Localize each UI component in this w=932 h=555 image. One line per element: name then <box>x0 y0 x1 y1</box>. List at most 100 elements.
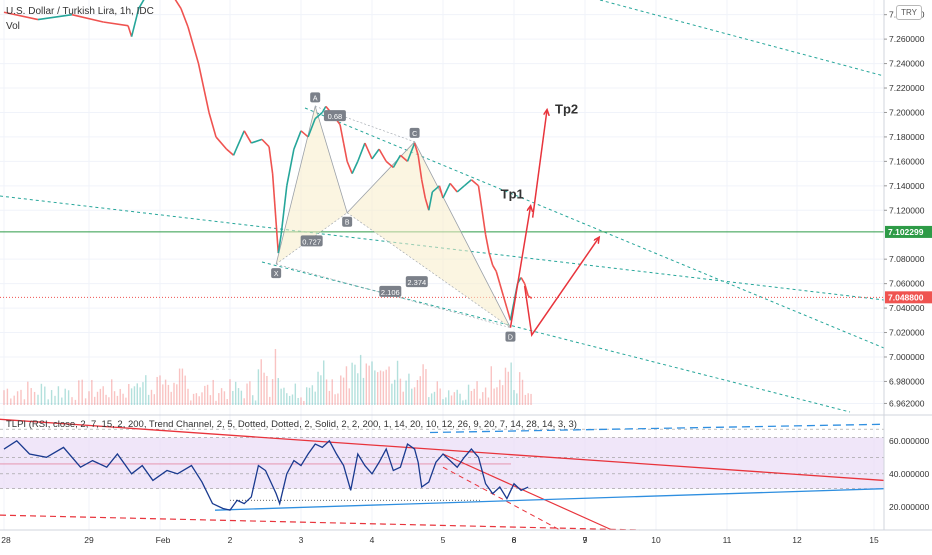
ratio-badge <box>405 276 428 288</box>
volume-bar <box>493 388 495 405</box>
time-tick-label: 29 <box>84 535 94 545</box>
volume-bar <box>111 379 113 405</box>
price-segment-up <box>442 183 451 199</box>
price-tick-label: 7.260000 <box>889 34 925 44</box>
volume-bar <box>527 393 529 405</box>
volume-bar <box>260 359 262 405</box>
volume-bar <box>139 387 141 405</box>
volume-bar <box>54 395 56 405</box>
volume-bar <box>345 366 348 405</box>
price-segment-down <box>413 142 419 156</box>
price-segment-up <box>37 13 73 21</box>
volume-bar <box>99 388 102 405</box>
volume-bar <box>16 391 19 405</box>
volume-bar <box>50 390 53 405</box>
time-tick-label: 4 <box>370 535 375 545</box>
volume-bar <box>470 390 473 405</box>
price-segment-up <box>371 148 380 160</box>
rsi-tick-label: 60.000000 <box>889 436 929 446</box>
volume-bar <box>116 395 119 405</box>
price-tick-label: 7.020000 <box>889 328 925 338</box>
volume-bar <box>93 396 96 405</box>
volume-bar <box>482 392 484 405</box>
volume-bar <box>521 379 524 405</box>
volume-bar <box>379 370 382 405</box>
volume-bar <box>365 363 368 405</box>
volume-bar <box>215 400 217 405</box>
time-tick-label: 28 <box>1 535 11 545</box>
volume-bar <box>308 387 311 405</box>
volume-bar <box>323 360 325 405</box>
price-segment-up <box>314 111 323 120</box>
pattern-fill-bcd <box>347 141 511 328</box>
price-tick-label: 6.980000 <box>889 376 925 386</box>
price-segment-down <box>477 185 483 211</box>
volume-bar <box>291 394 294 405</box>
volume-bar <box>263 372 265 405</box>
volume-bar <box>3 390 5 405</box>
volume-bar <box>288 395 291 405</box>
price-segment-up <box>431 185 440 193</box>
price-segment-down <box>527 295 533 299</box>
volume-bar <box>128 383 130 405</box>
volume-bar <box>382 371 385 405</box>
volume-bar <box>156 376 158 405</box>
price-segment-up <box>277 234 282 254</box>
volume-bar <box>325 379 328 405</box>
price-segment-down <box>197 63 210 113</box>
pattern-point-b: B <box>345 220 350 227</box>
tp2-arrow <box>531 110 547 218</box>
volume-bar <box>530 393 532 405</box>
volume-bar <box>150 389 153 405</box>
volume-bar <box>425 369 427 405</box>
volume-bar <box>450 395 453 405</box>
volume-bar <box>266 375 268 405</box>
price-segment-up <box>321 105 327 113</box>
volume-bar <box>328 390 331 405</box>
volume-bar <box>246 383 248 405</box>
pattern-xb <box>275 212 348 265</box>
volume-bar <box>23 399 26 405</box>
price-segment-down <box>449 182 458 193</box>
volume-bar <box>376 372 379 405</box>
volume-bar <box>340 375 342 405</box>
rsi-red-down-dashed <box>442 466 561 531</box>
volume-bar <box>57 386 60 405</box>
indicator-label: TLPI (RSI, close, 2, 7, 15, 2, 200, Tren… <box>6 419 577 430</box>
volume-bar <box>359 354 362 405</box>
ratio-label: 0.727 <box>302 237 321 246</box>
volume-bar <box>119 388 121 405</box>
rsi-red-trend <box>0 418 885 482</box>
volume-bar <box>142 382 144 405</box>
volume-bar <box>354 364 356 405</box>
price-segment-up <box>509 301 515 321</box>
volume-bar <box>212 379 214 405</box>
support-level-label: 7.102299 <box>888 227 924 237</box>
price-segment-down <box>470 179 480 187</box>
price-tick-label: 7.180000 <box>889 132 925 142</box>
volume-bar <box>184 375 186 405</box>
volume-bar <box>153 394 156 405</box>
time-tick-label: 8 <box>512 535 517 545</box>
price-segment-down <box>346 161 353 174</box>
pattern-fill-xab <box>276 106 348 265</box>
volume-bar <box>337 393 339 405</box>
currency-badge[interactable]: TRY <box>896 5 922 20</box>
volume-bar <box>10 398 12 405</box>
price-segment-down <box>499 283 505 297</box>
volume-bar <box>192 393 195 405</box>
time-tick-label: 5 <box>441 535 446 545</box>
tp2-label: Tp2 <box>555 102 578 117</box>
volume-bar <box>408 373 410 405</box>
volume-bar <box>510 362 512 405</box>
volume-bar <box>181 368 184 405</box>
volume-bar <box>271 379 274 405</box>
volume-bar <box>96 391 99 405</box>
volume-bar <box>294 383 297 405</box>
volume-bar <box>490 366 492 405</box>
volume-bar <box>479 398 481 405</box>
tp1-label: Tp1 <box>501 187 524 202</box>
volume-bar <box>108 397 110 405</box>
